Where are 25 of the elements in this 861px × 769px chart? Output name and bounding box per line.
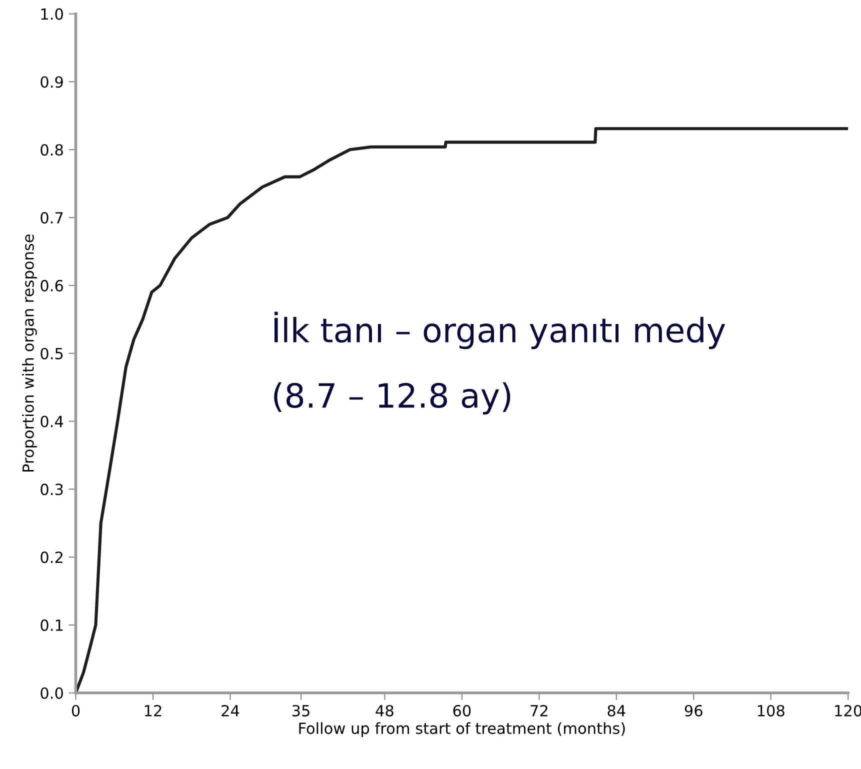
annotation: (8.7 – 12.8 ay) [274, 382, 510, 414]
y-tick-label: 0.5 [40, 348, 63, 360]
y-tick-label: 1.0 [41, 8, 63, 20]
annotation: İlk tanı – organ yanıtı medy [274, 312, 726, 350]
x-tick-label: 108 [758, 704, 784, 716]
x-tick-label: 48 [376, 704, 394, 716]
x-tick-label: 0 [72, 704, 80, 716]
y-tick-label: 0.9 [40, 76, 63, 88]
x-tick-label: 60 [453, 704, 471, 716]
y-tick-label: 0.3 [40, 484, 63, 496]
y-tick-label: 0.6 [40, 280, 63, 292]
y-axis-title: Proportion with organ response [22, 234, 37, 472]
y-tick-label: 0.7 [40, 212, 63, 224]
y-tick-label: 0.0 [40, 687, 63, 699]
y-tick-label: 0.2 [40, 552, 62, 564]
y-tick-label: 0.1 [40, 619, 63, 631]
y-tick-label: 0.8 [40, 144, 63, 156]
x-tick-label: 24 [222, 704, 240, 716]
x-tick-label: 84 [608, 704, 626, 716]
x-tick-label: 96 [684, 704, 702, 716]
x-axis-title: Follow up from start of treatment (months) [299, 722, 625, 738]
x-tick-label: 12 [144, 704, 162, 716]
x-tick-label: 72 [530, 704, 548, 716]
x-tick-label: 35 [292, 704, 310, 716]
y-tick-label: 0.4 [40, 416, 64, 428]
